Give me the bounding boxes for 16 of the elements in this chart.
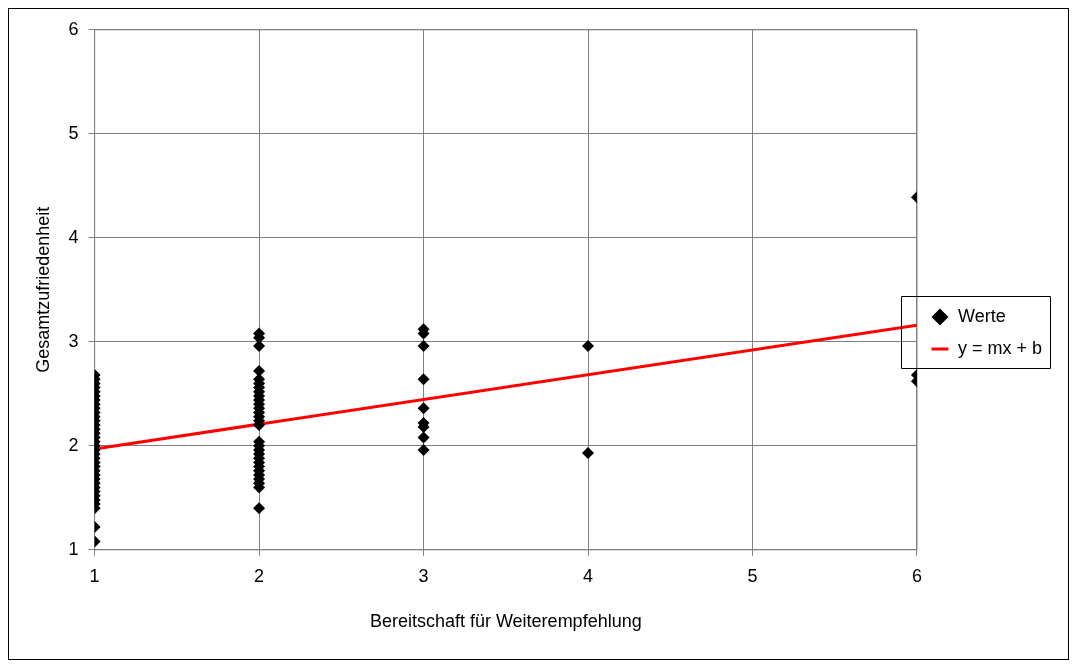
y-tick-label: 3 — [68, 330, 79, 351]
legend-label: Werte — [957, 305, 1006, 326]
x-tick-label: 1 — [89, 565, 100, 586]
x-tick-label: 6 — [911, 565, 922, 586]
x-axis-title: Bereitschaft für Weiterempfehlung — [369, 611, 642, 632]
x-tick-label: 5 — [747, 565, 758, 586]
y-tick-label: 5 — [68, 122, 79, 143]
y-tick-label: 6 — [68, 18, 79, 39]
x-tick-label: 2 — [254, 565, 265, 586]
y-tick-label: 1 — [68, 538, 79, 559]
y-tick-label: 2 — [68, 434, 79, 455]
legend-label: y = mx + b — [957, 337, 1043, 358]
y-axis-title: Gesamtzufriedenheit — [32, 206, 53, 373]
y-tick-label: 4 — [68, 226, 79, 247]
x-tick-label: 4 — [583, 565, 594, 586]
x-tick-label: 3 — [418, 565, 429, 586]
